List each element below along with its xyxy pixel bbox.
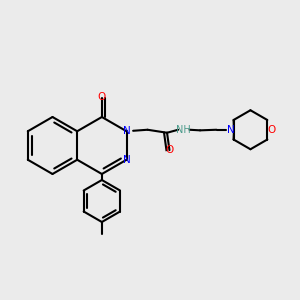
- Text: O: O: [165, 145, 174, 155]
- Text: N: N: [123, 155, 130, 165]
- Text: N: N: [123, 126, 130, 136]
- Text: O: O: [98, 92, 106, 103]
- Text: NH: NH: [176, 125, 191, 135]
- Text: N: N: [227, 125, 235, 135]
- Text: O: O: [267, 125, 276, 135]
